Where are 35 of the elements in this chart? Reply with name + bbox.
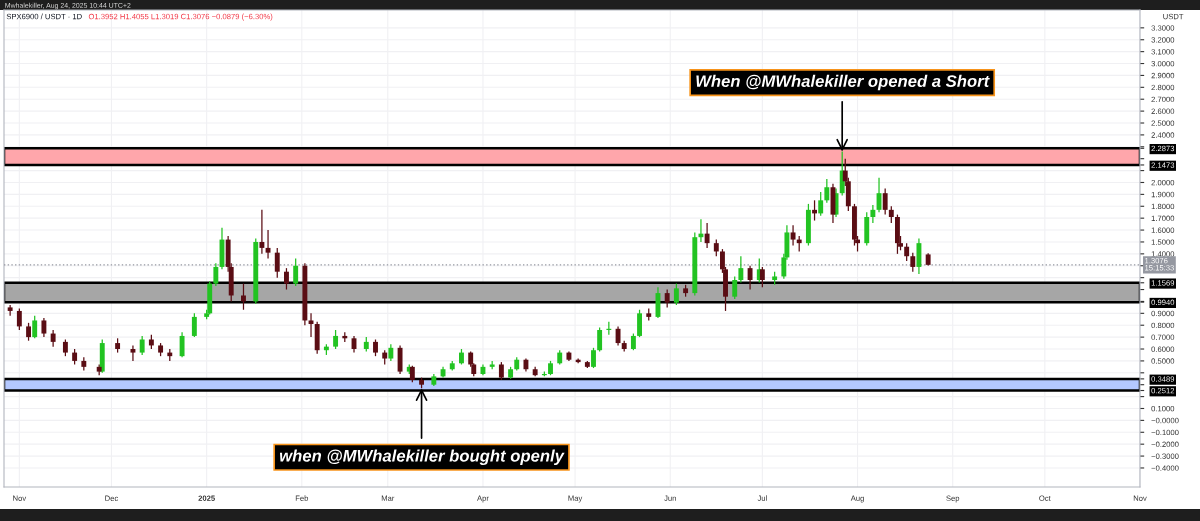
candlestick	[397, 344, 403, 375]
candlestick	[139, 335, 145, 356]
candlestick	[274, 247, 280, 279]
candlestick	[32, 315, 38, 339]
candlestick	[41, 317, 47, 338]
candlestick	[591, 347, 596, 369]
candlestick	[882, 187, 888, 216]
candlestick	[704, 222, 710, 249]
candlestick	[747, 265, 753, 291]
candlestick	[910, 252, 916, 273]
candlestick	[738, 255, 744, 284]
candlestick	[16, 307, 22, 331]
candlestick	[130, 344, 136, 362]
candlestick	[597, 326, 603, 353]
annotation: when @MWhalekiller bought openly	[279, 449, 565, 466]
candlestick	[293, 257, 299, 287]
candlestick	[259, 209, 265, 255]
candlestick	[179, 331, 185, 358]
candlestick	[790, 224, 796, 247]
annotation: When @MWhalekiller opened a Short	[696, 74, 990, 91]
candlestick	[732, 275, 738, 300]
candlestick	[213, 262, 219, 287]
candlestick	[870, 204, 876, 224]
candlestick	[818, 191, 824, 217]
candlestick	[191, 312, 197, 338]
candlestick	[759, 266, 765, 288]
candlestick	[824, 178, 830, 204]
candlestick	[615, 325, 621, 347]
candlestick	[7, 304, 13, 317]
candlestick	[916, 237, 922, 275]
candlestick	[333, 329, 339, 350]
candlestick	[637, 309, 642, 338]
candlestick	[673, 282, 679, 306]
candlestick	[284, 267, 289, 291]
candlestick	[241, 282, 246, 311]
